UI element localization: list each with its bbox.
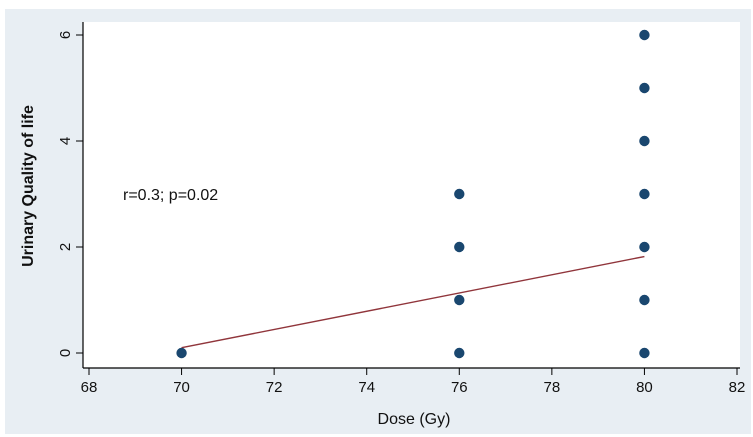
x-tick-label: 68 [81,379,98,396]
data-point [639,188,650,200]
data-points [176,29,650,359]
y-axis-title: Urinary Quality of life [20,105,37,267]
fit-line-group [181,255,645,349]
data-point [639,241,650,253]
x-tick-label: 78 [544,379,561,396]
x-tick-label: 72 [266,379,283,396]
plot-area [83,22,740,368]
x-tick-label: 74 [358,379,375,396]
x-tick-label: 76 [451,379,468,396]
data-point [176,347,187,359]
y-tick-label: 6 [57,31,74,39]
x-tick-label: 82 [729,379,746,396]
y-tick-label: 2 [57,243,74,251]
correlation-annotation: r=0.3; p=0.02 [123,187,218,204]
axes: 68 70 72 74 76 78 80 82 0 2 4 6 [57,22,745,396]
data-point [639,294,650,306]
data-point [454,347,465,359]
y-tick-label: 0 [57,349,74,357]
data-point [639,29,650,41]
data-point [454,188,465,200]
x-tick-label: 80 [636,379,653,396]
regression-line [181,255,645,349]
data-point [454,294,465,306]
x-tick-label: 70 [173,379,190,396]
x-axis-title: Dose (Gy) [378,411,451,428]
data-point [454,241,465,253]
data-point [639,135,650,147]
data-point [639,82,650,94]
y-tick-label: 4 [57,137,74,145]
data-point [639,347,650,359]
